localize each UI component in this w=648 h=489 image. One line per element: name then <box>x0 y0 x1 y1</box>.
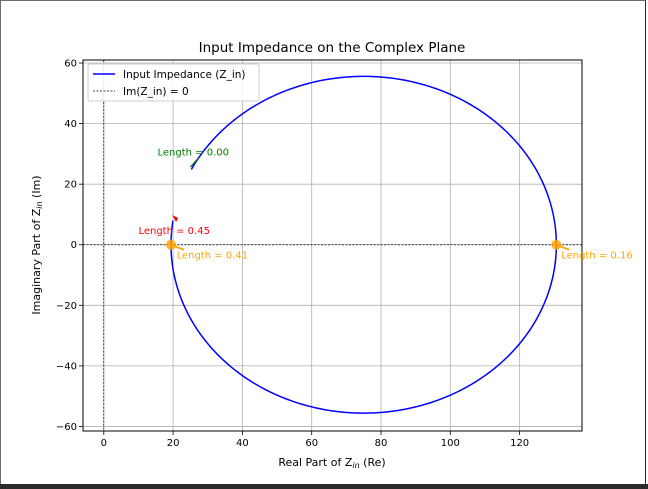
axis-ticks: 0 20 40 60 80 100 120 −60 −40 −20 0 20 40 60 <box>56 59 529 449</box>
annotation-label: Length = 0.45 <box>138 226 210 237</box>
annotations: Length = 0.00 Length = 0.45 Length = 0.41 L… <box>138 147 632 261</box>
x-tick-label: 100 <box>441 438 460 449</box>
annotation-label: Length = 0.16 <box>561 250 633 261</box>
y-axis-label: Imaginary Part of Zin (Im) <box>30 175 44 314</box>
y-tick-label: −20 <box>56 301 77 312</box>
x-tick-label: 40 <box>236 438 249 449</box>
plot-border <box>82 59 583 432</box>
x-tick-label: 20 <box>167 438 180 449</box>
x-tick-label: 80 <box>375 438 388 449</box>
y-tick-label: 20 <box>64 180 77 191</box>
annotation-arrow <box>172 215 179 222</box>
y-tick-label: −40 <box>56 361 77 372</box>
annotation-marker <box>551 239 562 250</box>
annotation-label: Length = 0.00 <box>158 147 230 158</box>
x-tick-label: 120 <box>510 438 529 449</box>
plot-area <box>83 60 582 431</box>
x-axis-label: Real Part of Zin (Re) <box>278 456 385 470</box>
annotation-arrow <box>558 244 570 251</box>
y-tick-label: −60 <box>56 422 77 433</box>
y-tick-label: 40 <box>64 119 77 130</box>
y-tick-label: 0 <box>71 240 77 251</box>
annotation-arrow <box>189 157 199 168</box>
annotation-label: Length = 0.41 <box>177 250 249 261</box>
grid <box>83 60 582 431</box>
x-tick-label: 0 <box>101 438 107 449</box>
impedance-curve <box>170 75 558 414</box>
annotation-arrow <box>172 244 185 251</box>
chart-title: Input Impedance on the Complex Plane <box>199 40 466 56</box>
legend: Input Impedance (Z_in) Im(Z_in) = 0 <box>87 63 260 102</box>
y-tick-label: 60 <box>64 59 77 70</box>
legend-label-zero-line: Im(Z_in) = 0 <box>123 86 189 98</box>
x-tick-label: 60 <box>305 438 318 449</box>
annotation-marker <box>166 239 177 250</box>
window-bottom-bar <box>0 484 648 489</box>
legend-label-impedance: Input Impedance (Z_in) <box>123 69 246 81</box>
legend-box <box>87 63 260 102</box>
